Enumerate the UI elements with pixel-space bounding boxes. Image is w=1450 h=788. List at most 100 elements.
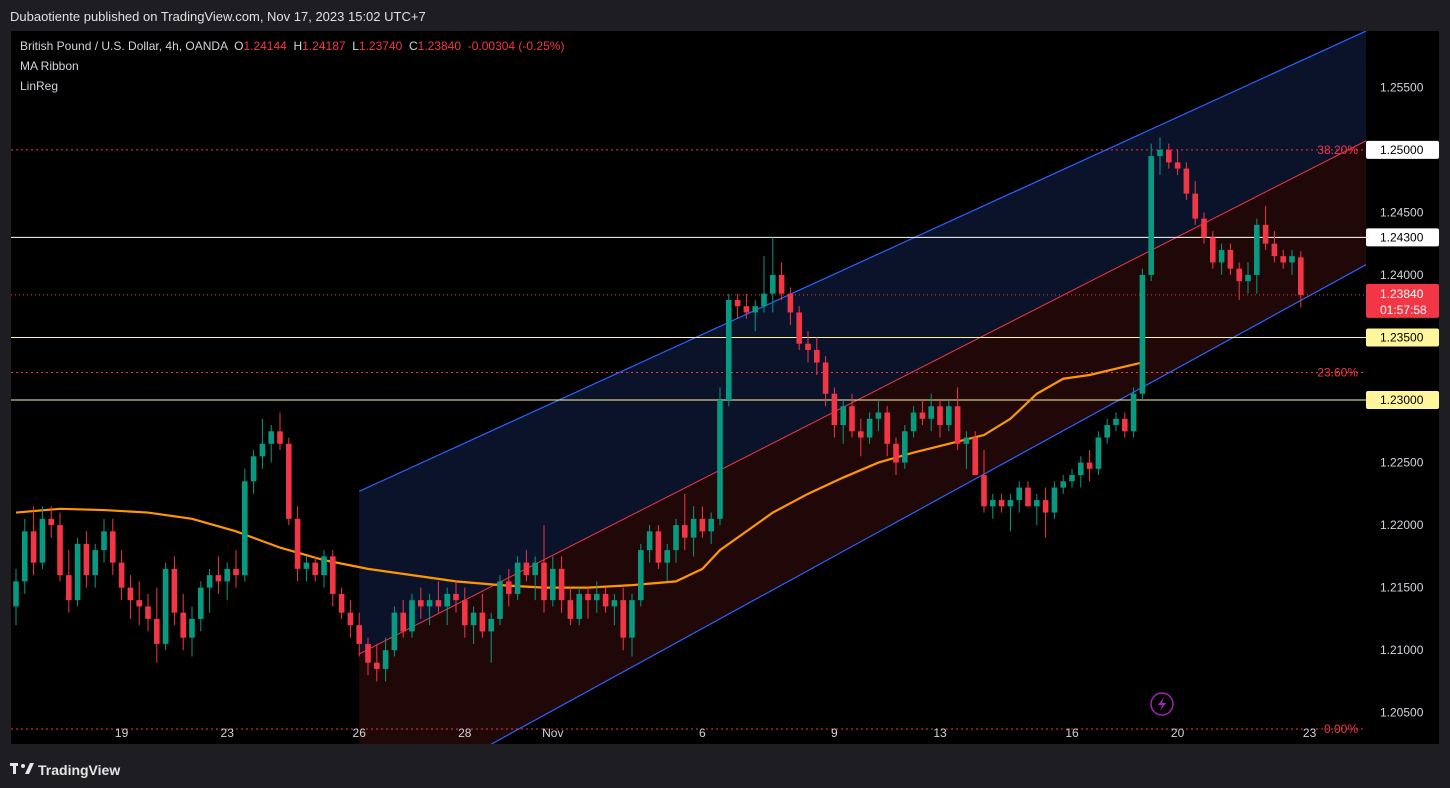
chart-area[interactable]: 38.20% 23.60% 0.00% bbox=[11, 31, 1366, 744]
candle-body[interactable] bbox=[822, 362, 829, 394]
candle-body[interactable] bbox=[189, 618, 195, 638]
candle-body[interactable] bbox=[118, 562, 125, 588]
candle-body[interactable] bbox=[1139, 274, 1146, 394]
candle-body[interactable] bbox=[338, 593, 345, 613]
candle-body[interactable] bbox=[1042, 500, 1049, 513]
candle-body[interactable] bbox=[101, 531, 107, 551]
candle-body[interactable] bbox=[488, 618, 494, 632]
candle-body[interactable] bbox=[330, 556, 336, 594]
candle-body[interactable] bbox=[1016, 487, 1022, 501]
candle-body[interactable] bbox=[875, 412, 882, 419]
price-chart[interactable]: 38.20% 23.60% 0.00% bbox=[11, 31, 1366, 744]
candle-body[interactable] bbox=[514, 562, 521, 594]
candle-body[interactable] bbox=[347, 612, 354, 626]
candle-body[interactable] bbox=[57, 525, 63, 576]
candle-body[interactable] bbox=[1289, 256, 1295, 263]
candle-body[interactable] bbox=[1069, 475, 1075, 482]
candle-body[interactable] bbox=[576, 593, 582, 619]
candle-body[interactable] bbox=[303, 562, 310, 569]
candle-body[interactable] bbox=[470, 612, 477, 626]
candle-body[interactable] bbox=[1271, 243, 1278, 257]
candle-body[interactable] bbox=[1095, 437, 1102, 469]
price-axis[interactable]: 1.25500 1.25000 1.24500 1.24000 1.22500 1.220… bbox=[1366, 31, 1439, 744]
candle-body[interactable] bbox=[382, 650, 389, 669]
candle-body[interactable] bbox=[1130, 393, 1137, 432]
candle-body[interactable] bbox=[409, 600, 415, 632]
candle-body[interactable] bbox=[963, 437, 970, 444]
candle-body[interactable] bbox=[972, 437, 978, 476]
candle-body[interactable] bbox=[629, 600, 635, 638]
candle-body[interactable] bbox=[1122, 418, 1128, 432]
candle-body[interactable] bbox=[646, 531, 653, 551]
candle-body[interactable] bbox=[426, 600, 433, 607]
candle-body[interactable] bbox=[805, 343, 811, 350]
candle-body[interactable] bbox=[884, 412, 890, 444]
candle-body[interactable] bbox=[259, 443, 266, 457]
replay-icon[interactable] bbox=[1150, 692, 1174, 716]
candle-body[interactable] bbox=[83, 543, 90, 576]
candle-body[interactable] bbox=[1245, 274, 1251, 282]
candle-body[interactable] bbox=[479, 612, 486, 632]
candle-body[interactable] bbox=[242, 481, 248, 576]
candle-body[interactable] bbox=[110, 531, 116, 563]
candle-body[interactable] bbox=[1236, 268, 1242, 282]
candle-body[interactable] bbox=[770, 274, 776, 294]
candle-body[interactable] bbox=[136, 600, 142, 607]
candle-body[interactable] bbox=[611, 600, 618, 607]
candle-body[interactable] bbox=[910, 412, 917, 432]
candle-body[interactable] bbox=[937, 406, 943, 426]
candle-body[interactable] bbox=[233, 568, 239, 576]
candle-body[interactable] bbox=[1218, 249, 1225, 263]
candle-body[interactable] bbox=[1007, 500, 1014, 507]
candle-body[interactable] bbox=[374, 662, 380, 669]
candle-body[interactable] bbox=[567, 600, 574, 619]
candle-body[interactable] bbox=[1034, 500, 1040, 507]
candle-body[interactable] bbox=[497, 581, 503, 619]
candle-body[interactable] bbox=[840, 406, 846, 426]
candle-body[interactable] bbox=[435, 600, 442, 607]
candle-body[interactable] bbox=[638, 550, 644, 601]
candle-body[interactable] bbox=[831, 393, 838, 426]
candle-body[interactable] bbox=[717, 400, 723, 519]
candle-body[interactable] bbox=[919, 412, 926, 419]
candle-body[interactable] bbox=[814, 349, 820, 363]
candle-body[interactable] bbox=[215, 575, 222, 582]
candle-body[interactable] bbox=[998, 500, 1005, 507]
candle-body[interactable] bbox=[30, 531, 37, 563]
candle-body[interactable] bbox=[664, 550, 670, 563]
candle-body[interactable] bbox=[1025, 487, 1031, 507]
candle-body[interactable] bbox=[682, 525, 688, 538]
candle-body[interactable] bbox=[453, 593, 459, 601]
candle-body[interactable] bbox=[1210, 237, 1216, 263]
candle-body[interactable] bbox=[558, 568, 565, 601]
candle-body[interactable] bbox=[1078, 462, 1084, 476]
candle-body[interactable] bbox=[866, 418, 873, 438]
channel-lower-line[interactable] bbox=[359, 172, 1366, 744]
candle-body[interactable] bbox=[1183, 168, 1190, 194]
candle-body[interactable] bbox=[541, 562, 547, 601]
candle-body[interactable] bbox=[162, 568, 169, 644]
candle-body[interactable] bbox=[990, 500, 996, 507]
candle-body[interactable] bbox=[946, 406, 952, 426]
candle-body[interactable] bbox=[655, 531, 662, 563]
channel-upper-line[interactable] bbox=[358, 31, 1366, 492]
candle-body[interactable] bbox=[1174, 162, 1181, 169]
candle-body[interactable] bbox=[1148, 156, 1154, 275]
candle-body[interactable] bbox=[312, 562, 318, 576]
candle-body[interactable] bbox=[1060, 481, 1066, 488]
candle-body[interactable] bbox=[92, 550, 98, 576]
candle-body[interactable] bbox=[1051, 487, 1058, 513]
candle-body[interactable] bbox=[620, 600, 626, 638]
candle-body[interactable] bbox=[690, 518, 697, 538]
channel-mid-line[interactable] bbox=[358, 54, 1366, 655]
candle-body[interactable] bbox=[1192, 193, 1198, 219]
candle-body[interactable] bbox=[198, 587, 204, 619]
candle-body[interactable] bbox=[48, 518, 54, 526]
candle-body[interactable] bbox=[418, 600, 424, 607]
candle-body[interactable] bbox=[787, 293, 794, 313]
candle-body[interactable] bbox=[444, 593, 450, 607]
candle-body[interactable] bbox=[277, 431, 283, 444]
candle-body[interactable] bbox=[356, 625, 362, 644]
candle-body[interactable] bbox=[585, 593, 591, 601]
candle-body[interactable] bbox=[761, 293, 767, 307]
